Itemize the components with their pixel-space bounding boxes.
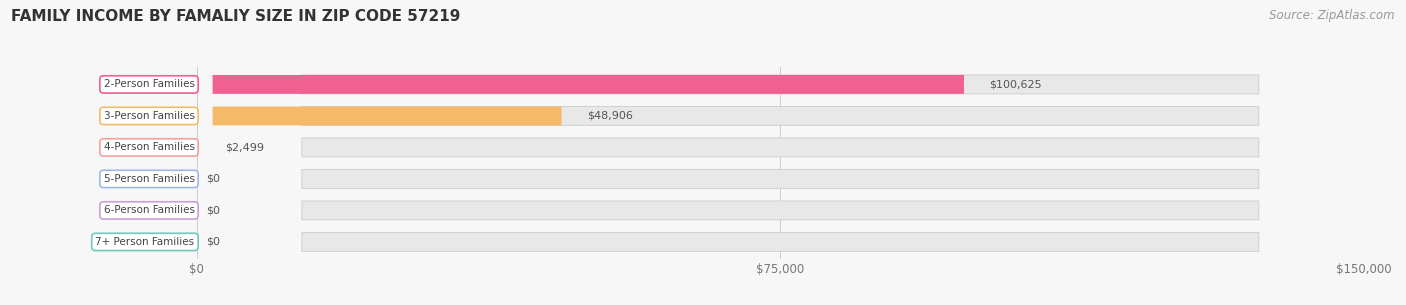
Text: 2-Person Families: 2-Person Families (104, 79, 194, 89)
Text: $2,499: $2,499 (225, 142, 264, 152)
Text: $0: $0 (207, 206, 221, 215)
Text: $0: $0 (207, 174, 221, 184)
FancyBboxPatch shape (302, 75, 1258, 94)
Text: 5-Person Families: 5-Person Families (104, 174, 194, 184)
FancyBboxPatch shape (212, 106, 561, 125)
Text: Source: ZipAtlas.com: Source: ZipAtlas.com (1270, 9, 1395, 22)
Text: 6-Person Families: 6-Person Families (104, 206, 194, 215)
Text: $0: $0 (207, 237, 221, 247)
Text: 7+ Person Families: 7+ Person Families (96, 237, 194, 247)
FancyBboxPatch shape (302, 138, 1258, 157)
Text: 3-Person Families: 3-Person Families (104, 111, 194, 121)
FancyBboxPatch shape (302, 106, 1258, 125)
FancyBboxPatch shape (302, 170, 1258, 188)
Text: 4-Person Families: 4-Person Families (104, 142, 194, 152)
Text: FAMILY INCOME BY FAMALIY SIZE IN ZIP CODE 57219: FAMILY INCOME BY FAMALIY SIZE IN ZIP COD… (11, 9, 461, 24)
FancyBboxPatch shape (212, 75, 965, 94)
Text: $100,625: $100,625 (988, 79, 1042, 89)
Text: $48,906: $48,906 (586, 111, 633, 121)
FancyBboxPatch shape (302, 201, 1258, 220)
FancyBboxPatch shape (302, 232, 1258, 251)
